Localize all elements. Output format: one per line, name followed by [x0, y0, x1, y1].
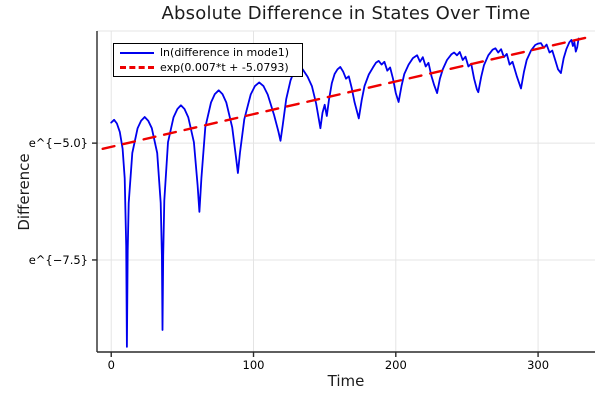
y-tick-label: e^{−5.0} — [29, 136, 88, 150]
legend-label-fit: exp(0.007*t + -5.0793) — [160, 61, 289, 74]
legend-label-mode1: ln(difference in mode1) — [160, 46, 290, 59]
y-tick-label: e^{−7.5} — [29, 253, 88, 267]
chart-title: Absolute Difference in States Over Time — [161, 3, 531, 24]
x-tick-label: 0 — [108, 358, 115, 372]
x-tick-label: 200 — [385, 358, 407, 372]
x-tick-label: 300 — [527, 358, 549, 372]
x-tick-label: 100 — [243, 358, 265, 372]
red-dashed-line-sample-icon — [120, 66, 154, 69]
blue-line-sample-icon — [120, 51, 154, 54]
legend-entry-fit: exp(0.007*t + -5.0793) — [120, 61, 298, 74]
y-axis-label: Difference — [15, 153, 33, 231]
legend-entry-mode1: ln(difference in mode1) — [120, 46, 298, 59]
x-axis-label: Time — [327, 372, 365, 390]
blue-data-line — [110, 37, 580, 348]
legend-box: ln(difference in mode1) exp(0.007*t + -5… — [113, 43, 303, 77]
